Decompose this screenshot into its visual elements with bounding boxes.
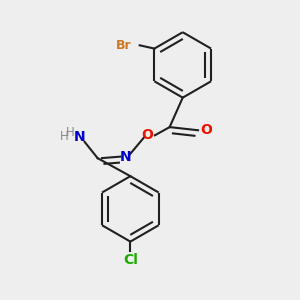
Text: H: H [65, 125, 74, 139]
Text: H: H [59, 130, 68, 143]
Text: N: N [120, 149, 131, 164]
Text: Cl: Cl [123, 253, 138, 267]
Text: N: N [74, 130, 85, 144]
Text: Br: Br [116, 39, 131, 52]
Text: O: O [141, 128, 153, 142]
Text: O: O [200, 123, 212, 137]
